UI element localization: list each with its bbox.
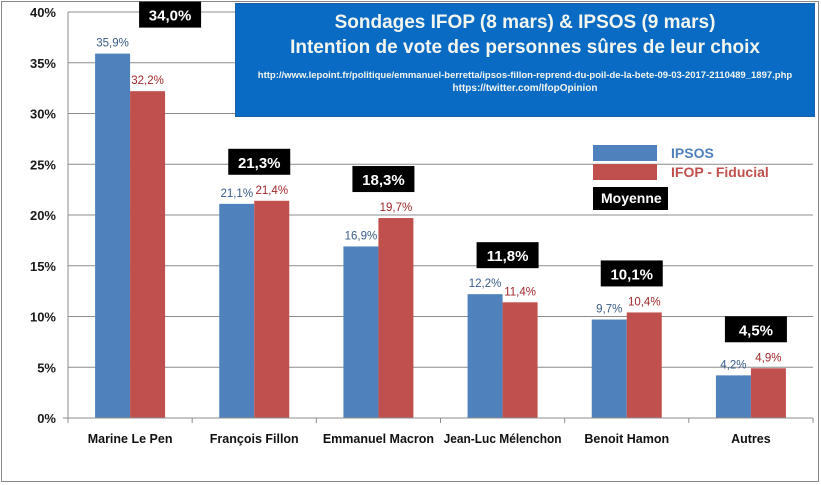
x-category-label: Jean-Luc Mélenchon [444, 432, 562, 446]
average-label: 21,3% [238, 155, 281, 172]
bar-ifop [254, 200, 290, 418]
data-label-ipsos: 12,2% [469, 278, 502, 290]
bar-ifop [626, 312, 662, 418]
y-tick-label: 30% [30, 107, 56, 122]
average-box [139, 1, 202, 28]
data-label-ifop: 4,9% [755, 352, 781, 364]
legend-label-ipsos: IPSOS [671, 144, 714, 161]
legend: IPSOS IFOP - Fiducial [593, 143, 769, 181]
bar-ipsos [591, 319, 627, 418]
bar-ipsos [715, 375, 751, 418]
twitter-url: https://twitter.com/IfopOpinion [452, 83, 598, 94]
average-label: 10,1% [610, 266, 653, 283]
y-tick-label: 40% [30, 5, 56, 20]
bar-ifop [750, 368, 786, 418]
bar-ifop [502, 302, 538, 418]
bar-ipsos [467, 294, 503, 418]
bar-ipsos [95, 53, 131, 419]
average-box [724, 316, 787, 343]
bar-ipsos [219, 203, 255, 418]
data-label-ifop: 10,4% [628, 296, 661, 308]
data-label-ifop: 21,4% [255, 185, 288, 197]
legend-swatch-ifop [593, 163, 657, 180]
source-url: http://www.lepoint.fr/politique/emmanuel… [257, 70, 793, 81]
average-label: 34,0% [149, 8, 192, 25]
legend-item-ipsos: IPSOS [593, 143, 769, 162]
data-label-ipsos: 4,2% [720, 359, 746, 371]
legend-item-ifop: IFOP - Fiducial [593, 162, 769, 181]
average-box [600, 260, 663, 287]
bar-ipsos [343, 246, 379, 418]
y-tick-label: 35% [30, 56, 56, 71]
x-category-label: Benoit Hamon [584, 432, 669, 446]
title-banner: Sondages IFOP (8 mars) & IPSOS (9 mars) … [235, 3, 815, 117]
data-label-ifop: 32,2% [131, 75, 164, 87]
y-tick-label: 20% [30, 208, 56, 223]
data-label-ipsos: 21,1% [220, 188, 253, 200]
average-label: 11,8% [487, 248, 529, 265]
y-tick-label: 10% [30, 310, 56, 325]
data-label-ipsos: 35,9% [96, 38, 129, 50]
bar-ifop [130, 91, 166, 419]
y-tick-label: 5% [37, 360, 56, 375]
data-label-ifop: 19,7% [380, 202, 413, 214]
y-tick-label: 15% [30, 259, 56, 274]
chart-title-line1: Sondages IFOP (8 mars) & IPSOS (9 mars) [334, 12, 716, 33]
x-category-label: Marine Le Pen [88, 432, 173, 446]
y-tick-label: 0% [37, 411, 56, 426]
x-category-label: Autres [731, 432, 771, 446]
data-label-ipsos: 16,9% [345, 230, 378, 242]
y-tick-label: 25% [30, 157, 56, 172]
bar-ifop [378, 218, 414, 418]
average-box [476, 242, 539, 269]
average-box [228, 148, 291, 175]
chart-title-line2: Intention de vote des personnes sûres de… [290, 37, 760, 58]
x-category-label: Emmanuel Macron [323, 432, 434, 446]
data-label-ipsos: 9,7% [596, 304, 622, 316]
legend-moyenne: Moyenne [593, 187, 668, 210]
legend-swatch-ipsos [593, 144, 657, 161]
average-box [352, 166, 415, 193]
legend-label-ifop: IFOP - Fiducial [671, 163, 769, 180]
average-label: 4,5% [739, 322, 773, 339]
data-label-ifop: 11,4% [504, 286, 536, 298]
x-category-label: François Fillon [210, 432, 299, 446]
average-label: 18,3% [362, 172, 405, 189]
